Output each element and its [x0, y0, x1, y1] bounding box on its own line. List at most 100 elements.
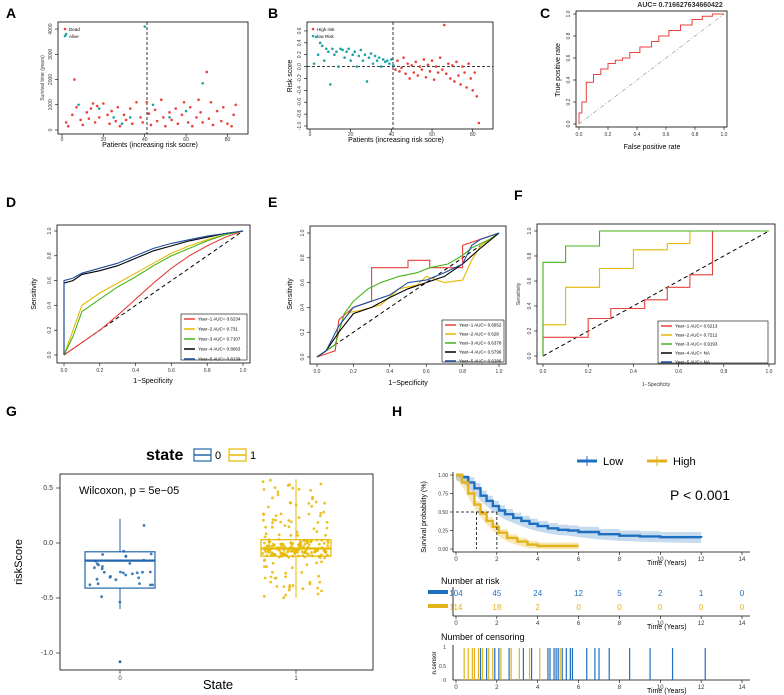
panel-g-jitter-point-1	[286, 550, 289, 554]
panel-g-jitter-point-1	[267, 538, 271, 541]
panel-g-legend-item-1: 1	[250, 450, 256, 462]
panel-g-jitter-point-1	[297, 516, 301, 519]
panel-g-jitter-point-1	[310, 539, 313, 542]
panel-g-jitter-point-0	[148, 570, 152, 574]
panel-b-xtick-label: 40	[389, 132, 395, 138]
panel-h-censor-ylabel: n.censor	[432, 651, 438, 674]
panel-g-jitter-point-1	[319, 553, 323, 557]
panel-c-xtick-label: 0.0	[576, 132, 583, 138]
panel-f-ytick-label: 0.2	[527, 327, 533, 334]
panel-g-jitter-point-1	[319, 514, 322, 518]
panel-g-jitter-point-1	[314, 547, 318, 551]
panel-c-xtick-label: 1.0	[721, 132, 728, 138]
panel-g-jitter-point-1	[268, 544, 271, 548]
panel-a-point-dead	[71, 113, 74, 117]
panel-b-point-low	[351, 53, 355, 57]
panel-d-curve-year-1	[63, 230, 244, 356]
panel-a-point-dead	[122, 113, 126, 117]
panel-a-point-dead	[188, 105, 192, 109]
panel-g-jitter-point-1	[276, 546, 279, 549]
panel-h-xtick-label: 8	[618, 557, 622, 563]
panel-g-jitter-point-1	[261, 518, 265, 522]
panel-g-jitter-point-1	[310, 551, 313, 554]
panel-a-point-dead	[110, 109, 113, 113]
panel-f-legend-label: Year−3 AUC= 0.9193	[675, 342, 718, 347]
panel-a-point-alive	[184, 109, 188, 113]
panel-b-point-low	[369, 52, 373, 55]
panel-f-ytick-label: 0.0	[527, 352, 533, 359]
panel-h-xtick-label: 6	[577, 557, 581, 563]
panel-g-jitter-point-1	[307, 512, 311, 516]
panel-g-jitter-point-1	[265, 565, 268, 568]
panel-g-jitter-point-1	[303, 542, 307, 546]
panel-b-ytick-label: 0.2	[297, 51, 303, 58]
panel-c-ylabel: True positive rate	[555, 43, 562, 97]
panel-e-ytick-label: 0.2	[300, 329, 306, 336]
panel-b-point-high	[400, 66, 403, 70]
panel-a-point-alive	[151, 103, 155, 107]
panel-g-jitter-point-1	[284, 571, 288, 575]
panel-g-jitter-point-1	[271, 518, 275, 522]
panel-h-ytick-label: 1.00	[438, 473, 448, 479]
panel-g-jitter-point-1	[262, 512, 266, 516]
panel-g-jitter-point-0	[142, 524, 146, 527]
panel-g-jitter-point-1	[297, 544, 301, 548]
panel-a-point-dead	[201, 121, 204, 124]
panel-h-risk-low-count: 104	[449, 589, 463, 598]
panel-h-legend-low: Low	[603, 456, 623, 468]
panel-h-risk-low-count: 2	[658, 589, 663, 598]
panel-g-annotation: Wilcoxon, p = 5e−05	[79, 485, 179, 497]
panel-b-ytick-label: 0.6	[297, 27, 303, 34]
panel-a-point-alive	[112, 116, 116, 119]
panel-h-censor-xtick-label: 0	[454, 685, 458, 691]
panel-a-point-alive	[201, 82, 204, 85]
panel-b-point-high	[418, 65, 422, 68]
panel-label-e: E	[268, 194, 277, 210]
panel-a-point-dead	[182, 100, 186, 104]
panel-g-jitter-point-1	[316, 586, 320, 590]
panel-a-point-dead	[139, 116, 142, 119]
panel-b-point-high	[416, 74, 420, 77]
panel-g-jitter-point-1	[263, 535, 267, 539]
panel-b-point-low	[314, 35, 318, 39]
panel-g-jitter-point-1	[324, 533, 327, 537]
panel-f-ytick-label: 0.6	[527, 277, 533, 284]
panel-b-point-high	[412, 71, 416, 74]
panel-g-jitter-point-1	[291, 546, 295, 550]
panel-a-point-dead	[170, 118, 173, 122]
panel-g-jitter-point-0	[95, 577, 99, 581]
panel-g-ytick-label: 0.5	[43, 485, 53, 492]
panel-c-xtick-label: 0.6	[663, 132, 670, 138]
panel-b-point-high	[453, 80, 456, 83]
panel-b-point-low	[392, 64, 395, 67]
panel-g-jitter-point-0	[100, 567, 104, 571]
panel-b-point-low	[371, 62, 375, 65]
panel-g-jitter-point-1	[305, 563, 309, 567]
panel-b-point-high	[477, 121, 481, 125]
panel-g-jitter-point-0	[135, 571, 139, 575]
panel-h-risk-high-count: 0	[740, 603, 745, 612]
panel-label-b: B	[268, 5, 278, 21]
panel-g-box-0	[84, 551, 156, 589]
panel-h-risk-xtick-label: 12	[698, 621, 705, 627]
panel-g-jitter-point-1	[320, 589, 323, 593]
panel-g-jitter-point-0	[151, 583, 155, 587]
panel-g-jitter-point-0	[141, 570, 144, 574]
panel-b-legend-high: High risk	[317, 27, 335, 32]
panel-h-risk-xtick-label: 4	[536, 621, 540, 627]
panel-g-ytick-label: -1.0	[41, 650, 53, 657]
panel-b-point-low	[377, 56, 381, 59]
panel-g-jitter-point-1	[312, 527, 316, 531]
panel-f-legend-label: Year−4 AUC= NA	[675, 351, 710, 356]
panel-b-point-high	[473, 71, 477, 74]
panel-e-legend-label: Year−3 AUC= 0.6378	[459, 341, 502, 346]
panel-h-censor-ytick-0: 0	[443, 678, 446, 684]
panel-b-xtick-label: 60	[429, 132, 435, 138]
panel-h-censor-ytick-1: 1	[443, 645, 446, 651]
panel-b-point-low	[379, 65, 383, 68]
panel-h-ytick-label: 0.50	[438, 510, 448, 516]
panel-g-jitter-point-1	[283, 552, 286, 556]
panel-g-jitter-point-1	[276, 490, 280, 494]
panel-b-point-high	[430, 59, 434, 62]
panel-g-jitter-point-1	[270, 544, 274, 548]
